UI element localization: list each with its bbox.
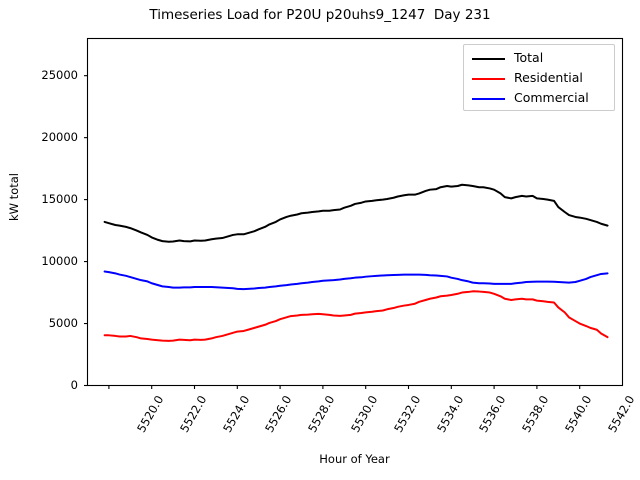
axes-frame xyxy=(86,37,624,387)
chart-title: Timeseries Load for P20U p20uhs9_1247 Da… xyxy=(149,7,491,23)
legend-label: Total xyxy=(514,50,544,65)
x-axis-label: Hour of Year xyxy=(319,452,390,466)
y-axis-label: kW total xyxy=(7,173,21,221)
legend-item-commercial: Commercial xyxy=(464,89,614,110)
y-tick-label: 15000 xyxy=(41,191,78,206)
y-tick-label: 0 xyxy=(70,377,78,392)
y-tick-label: 5000 xyxy=(48,315,78,330)
series-line-total xyxy=(103,183,609,243)
legend-swatch-commercial xyxy=(472,98,505,100)
legend-label: Commercial xyxy=(514,90,589,105)
series-line-commercial xyxy=(103,270,609,291)
legend-label: Residential xyxy=(514,70,583,85)
y-tick-label: 10000 xyxy=(41,253,78,268)
legend-swatch-total xyxy=(472,58,505,60)
legend-swatch-residential xyxy=(472,78,505,80)
legend-item-total: Total xyxy=(464,49,614,70)
chart-legend: Total Residential Commercial xyxy=(463,44,615,111)
legend-item-residential: Residential xyxy=(464,69,614,90)
y-tick-label: 25000 xyxy=(41,67,78,82)
series-line-residential xyxy=(103,290,609,342)
y-tick-label: 20000 xyxy=(41,129,78,144)
